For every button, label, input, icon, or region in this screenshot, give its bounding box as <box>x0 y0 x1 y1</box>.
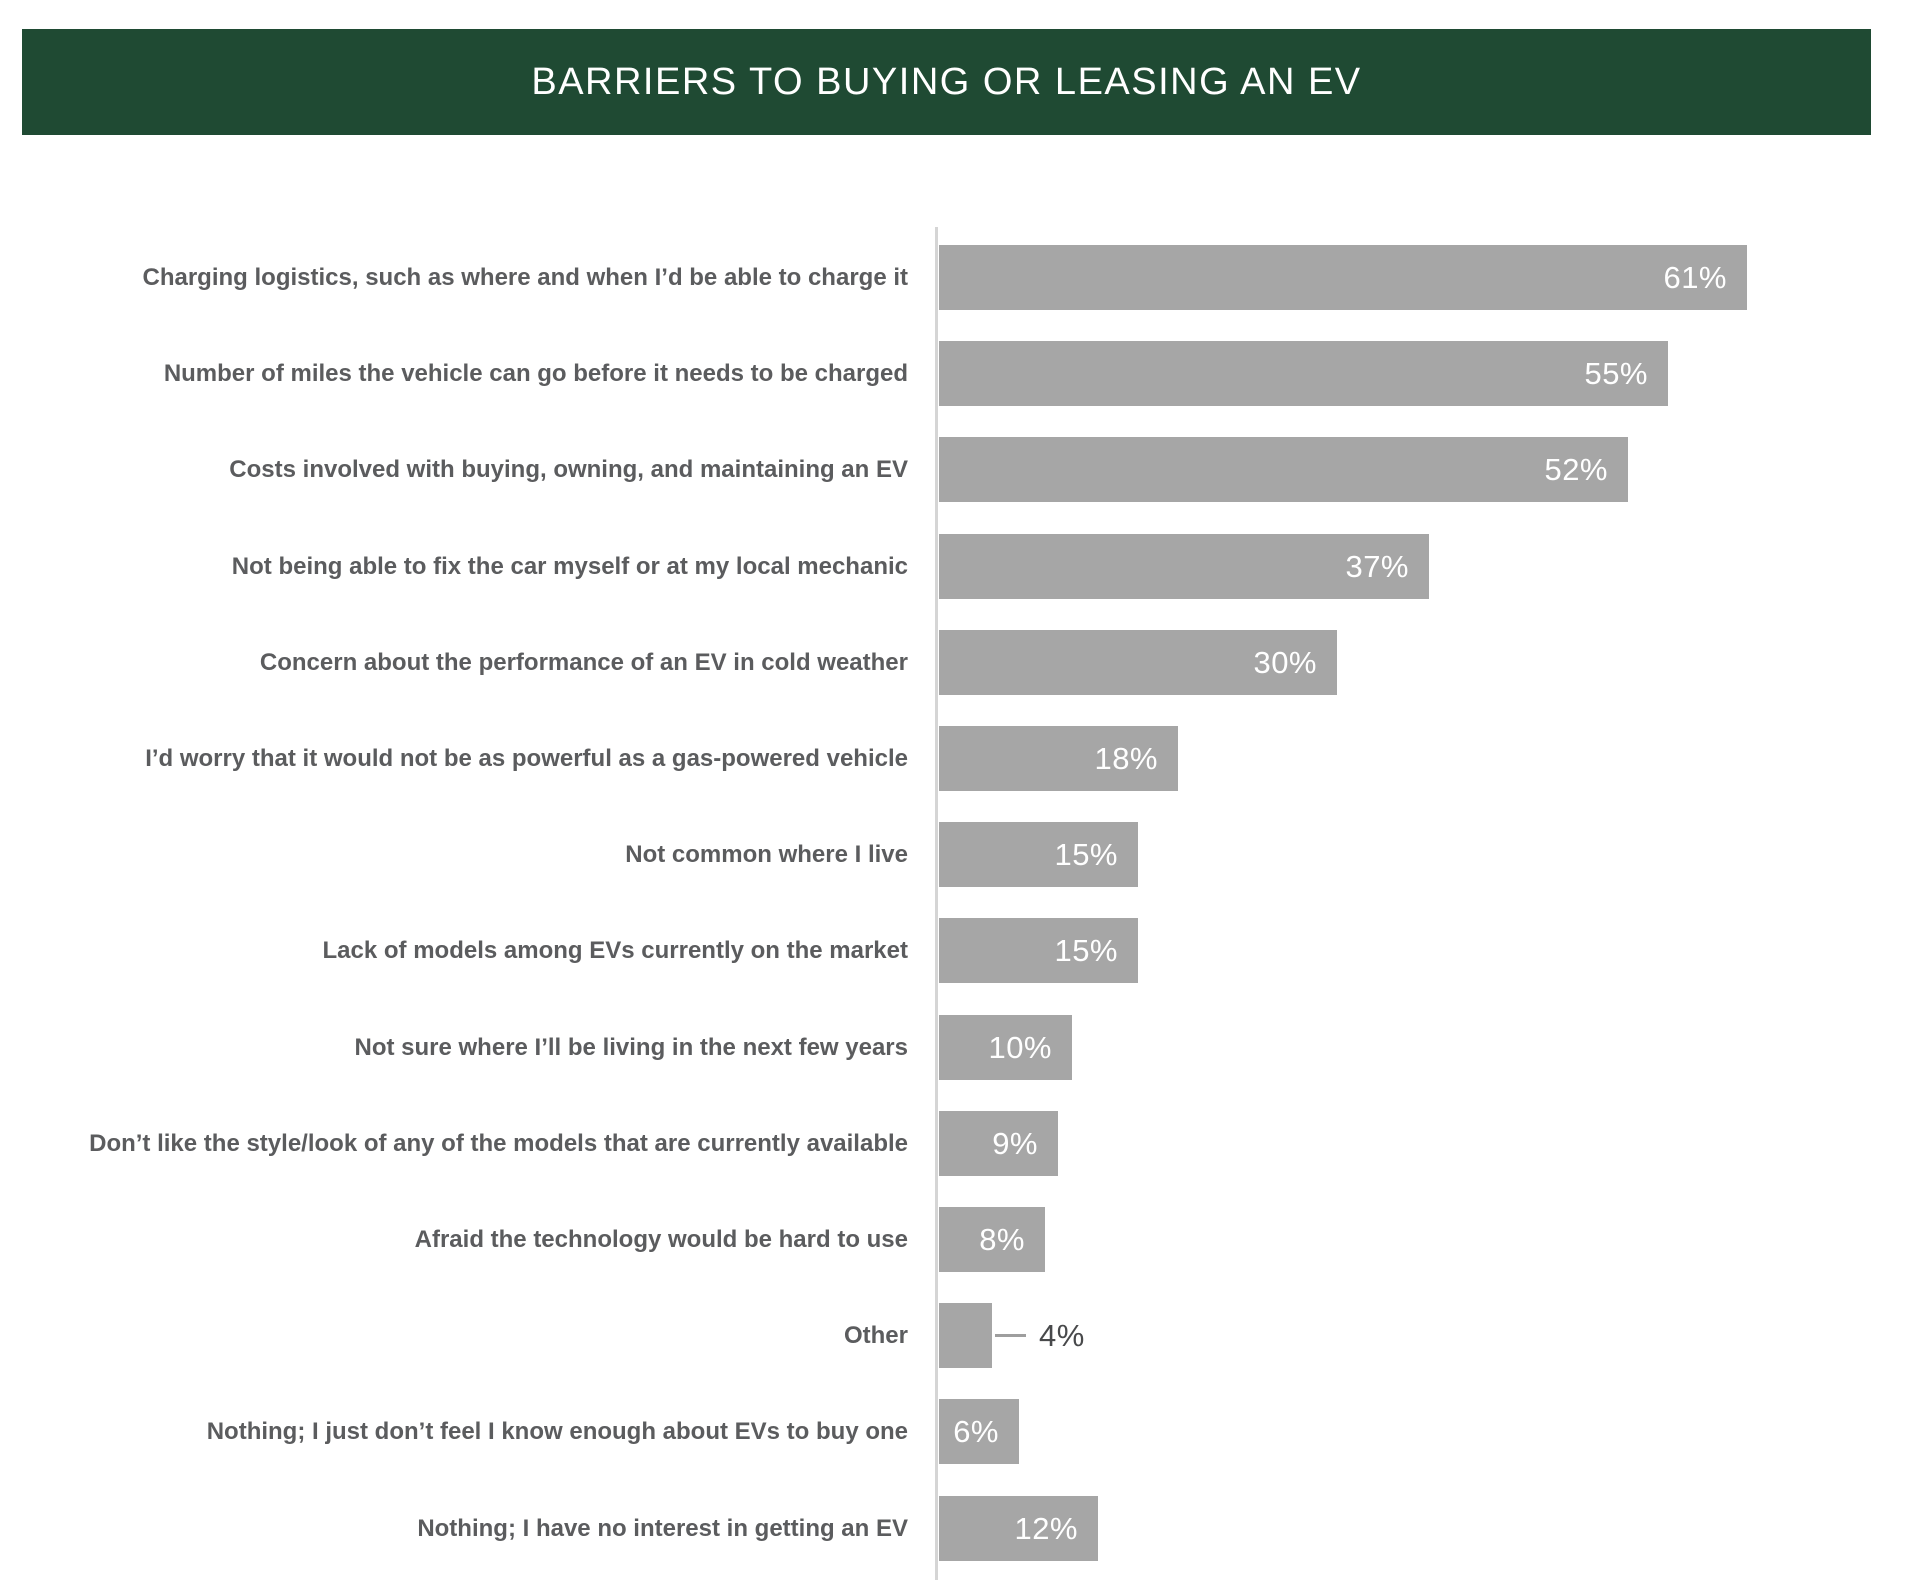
chart-row: Afraid the technology would be hard to u… <box>0 1207 1906 1272</box>
category-label: Not sure where I’ll be living in the nex… <box>354 1033 909 1061</box>
bar: 37% <box>939 534 1429 599</box>
value-label: 9% <box>992 1125 1038 1161</box>
chart-row: Number of miles the vehicle can go befor… <box>0 341 1906 406</box>
category-label: Nothing; I have no interest in getting a… <box>417 1514 908 1542</box>
bar: 15% <box>939 822 1138 887</box>
chart-row: Not common where I live 15% <box>0 822 1906 887</box>
value-label: 52% <box>1544 451 1608 487</box>
chart-row: Nothing; I just don’t feel I know enough… <box>0 1399 1906 1464</box>
category-label: Lack of models among EVs currently on th… <box>322 936 909 964</box>
category-label: Nothing; I just don’t feel I know enough… <box>206 1417 908 1445</box>
bar: 18% <box>939 726 1178 791</box>
bar: 61% <box>939 245 1747 310</box>
chart-row: Concern about the performance of an EV i… <box>0 630 1906 695</box>
chart-row: Lack of models among EVs currently on th… <box>0 918 1906 983</box>
chart-row: Don’t like the style/look of any of the … <box>0 1111 1906 1176</box>
chart-row: Other 4% <box>0 1303 1906 1368</box>
value-label: 8% <box>979 1221 1025 1257</box>
category-label: Number of miles the vehicle can go befor… <box>163 359 908 387</box>
value-label: 4% <box>1039 1317 1085 1353</box>
chart-row: Not sure where I’ll be living in the nex… <box>0 1015 1906 1080</box>
value-label: 6% <box>953 1413 999 1449</box>
value-label: 15% <box>1054 932 1118 968</box>
leader-line <box>995 1334 1026 1337</box>
category-label: Charging logistics, such as where and wh… <box>142 263 909 291</box>
bar: 12% <box>939 1496 1098 1561</box>
chart-title: BARRIERS TO BUYING OR LEASING AN EV <box>531 60 1362 103</box>
bar: 6% <box>939 1399 1019 1464</box>
bar: 52% <box>939 437 1628 502</box>
y-axis-line <box>935 227 938 1580</box>
value-label: 18% <box>1094 740 1158 776</box>
category-label: Don’t like the style/look of any of the … <box>89 1129 908 1157</box>
bar: 55% <box>939 341 1668 406</box>
value-label: 55% <box>1584 355 1648 391</box>
chart-row: Charging logistics, such as where and wh… <box>0 245 1906 310</box>
category-label: Other <box>843 1321 908 1349</box>
chart-row: Not being able to fix the car myself or … <box>0 534 1906 599</box>
chart-row: Nothing; I have no interest in getting a… <box>0 1496 1906 1561</box>
bar: 9% <box>939 1111 1058 1176</box>
chart-row: Costs involved with buying, owning, and … <box>0 437 1906 502</box>
category-label: Costs involved with buying, owning, and … <box>229 455 908 483</box>
chart-title-banner: BARRIERS TO BUYING OR LEASING AN EV <box>22 29 1871 135</box>
category-label: Not common where I live <box>625 840 908 868</box>
chart-row: I’d worry that it would not be as powerf… <box>0 726 1906 791</box>
bar: 15% <box>939 918 1138 983</box>
category-label: I’d worry that it would not be as powerf… <box>145 744 908 772</box>
bar: 30% <box>939 630 1337 695</box>
value-label: 37% <box>1345 548 1409 584</box>
value-label: 12% <box>1014 1510 1078 1546</box>
category-label: Afraid the technology would be hard to u… <box>414 1225 908 1253</box>
value-label: 30% <box>1253 644 1317 680</box>
value-label: 61% <box>1663 259 1727 295</box>
bar: 8% <box>939 1207 1045 1272</box>
bar <box>939 1303 992 1368</box>
value-label: 15% <box>1054 836 1118 872</box>
category-label: Not being able to fix the car myself or … <box>231 552 908 580</box>
bar: 10% <box>939 1015 1072 1080</box>
value-label: 10% <box>988 1029 1052 1065</box>
category-label: Concern about the performance of an EV i… <box>259 648 908 676</box>
